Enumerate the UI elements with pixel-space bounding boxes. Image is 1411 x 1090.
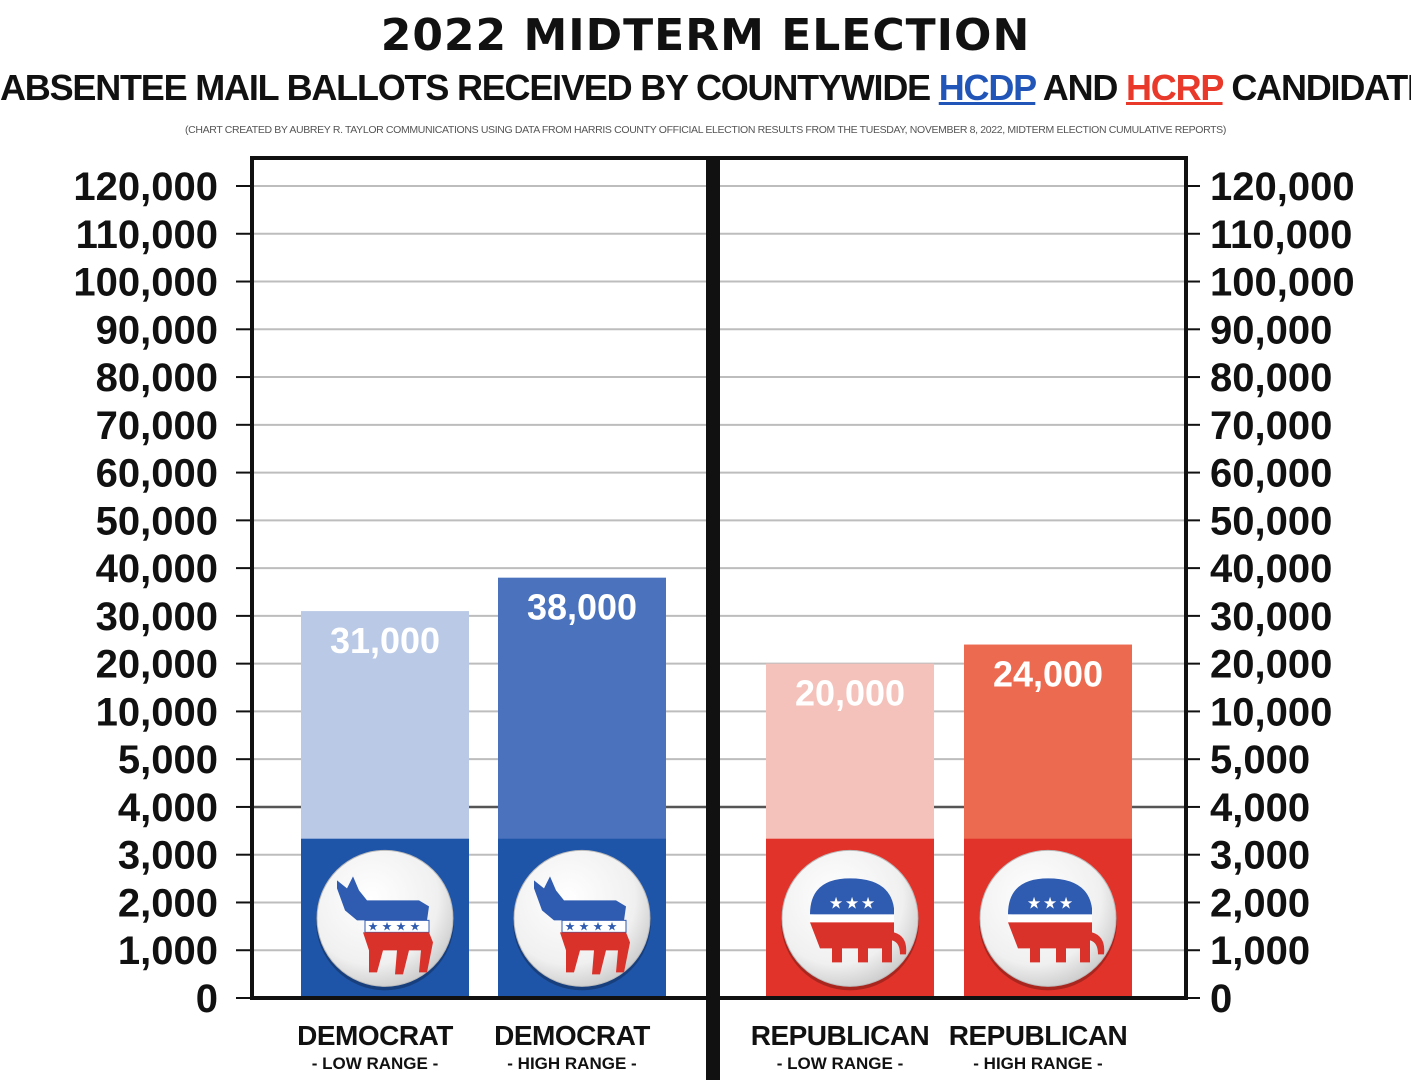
- category-sublabel: - HIGH RANGE -: [973, 1054, 1102, 1073]
- y-tick-label-left: 50,000: [96, 499, 218, 543]
- y-tick-label-left: 80,000: [96, 356, 218, 400]
- hcrp-label: HCRP: [1125, 67, 1224, 108]
- elephant-stripe-white: [810, 914, 894, 923]
- y-tick-label-left: 30,000: [96, 595, 218, 639]
- donkey-body-top: [337, 876, 429, 921]
- star-icon: ★: [565, 919, 576, 933]
- bar-value-label: 24,000: [993, 654, 1103, 695]
- y-tick-label-left: 10,000: [96, 690, 218, 734]
- y-tick-label-right: 30,000: [1210, 595, 1332, 639]
- elephant-back: [1008, 878, 1092, 917]
- star-icon: ★: [579, 919, 590, 933]
- category-label: DEMOCRAT: [494, 1020, 650, 1051]
- star-icon: ★: [396, 919, 407, 933]
- y-tick-label-left: 70,000: [96, 404, 218, 448]
- title-text-before: ABSENTEE MAIL BALLOTS RECEIVED BY COUNTY…: [0, 67, 939, 108]
- elephant-icon: ★ ★ ★: [781, 849, 919, 991]
- y-tick-label-right: 5,000: [1210, 738, 1310, 782]
- y-tick-label-right: 120,000: [1210, 165, 1355, 209]
- y-tick-label-right: 60,000: [1210, 452, 1332, 496]
- star-icon: ★: [607, 919, 618, 933]
- elephant-legs: [1008, 922, 1105, 963]
- y-tick-label-right: 0: [1210, 977, 1232, 1021]
- y-tick-label-right: 110,000: [1210, 213, 1352, 257]
- star-icon: ★: [368, 919, 379, 933]
- donkey-icon: ★ ★ ★ ★: [316, 849, 454, 991]
- category-sublabel: - LOW RANGE -: [312, 1054, 439, 1073]
- chart-title-line2: ABSENTEE MAIL BALLOTS RECEIVED BY COUNTY…: [0, 66, 1411, 110]
- bar-value-label: 31,000: [330, 620, 440, 661]
- category-sublabel: - HIGH RANGE -: [507, 1054, 636, 1073]
- y-tick-label-right: 40,000: [1210, 547, 1332, 591]
- y-tick-label-left: 20,000: [96, 643, 218, 687]
- elephant-icon: ★ ★ ★: [979, 849, 1117, 991]
- y-tick-label-left: 120,000: [73, 165, 218, 209]
- category-sublabel: - LOW RANGE -: [777, 1054, 904, 1073]
- y-tick-label-left: 3,000: [118, 834, 218, 878]
- star-icon: ★: [861, 893, 875, 912]
- star-icon: ★: [1059, 893, 1073, 912]
- y-tick-label-left: 90,000: [96, 308, 218, 352]
- y-tick-label-left: 110,000: [76, 213, 218, 257]
- y-tick-label-right: 80,000: [1210, 356, 1332, 400]
- title-text-after: CANDIDATES: [1231, 67, 1411, 108]
- elephant-stripe-white: [1008, 914, 1092, 923]
- y-tick-label-right: 1,000: [1210, 929, 1310, 973]
- donkey-legs: [363, 932, 433, 975]
- y-tick-label-left: 40,000: [96, 547, 218, 591]
- y-tick-label-right: 3,000: [1210, 834, 1310, 878]
- chart-frame: [250, 156, 1188, 1080]
- bars: 31,000★ ★ ★ ★38,000★ ★ ★ ★20,000★ ★ ★24,000★ ★ ★: [301, 577, 1132, 998]
- star-icon: ★: [1027, 893, 1041, 912]
- y-tick-label-left: 1,000: [118, 929, 218, 973]
- category-label: REPUBLICAN: [949, 1020, 1128, 1051]
- y-tick-label-right: 4,000: [1210, 786, 1310, 830]
- y-tick-label-left: 60,000: [96, 452, 218, 496]
- y-tick-label-right: 2,000: [1210, 881, 1310, 925]
- elephant-legs: [810, 922, 907, 963]
- y-tick-label-left: 0: [196, 977, 218, 1021]
- star-icon: ★: [829, 893, 843, 912]
- y-tick-label-right: 20,000: [1210, 643, 1332, 687]
- donkey-icon: ★ ★ ★ ★: [513, 849, 651, 991]
- hcdp-label: HCDP: [938, 67, 1037, 108]
- y-tick-label-left: 2,000: [118, 881, 218, 925]
- donkey-legs: [560, 932, 630, 975]
- chart-subtitle: (CHART CREATED BY AUBREY R. TAYLOR COMMU…: [185, 124, 1226, 136]
- y-tick-label-left: 100,000: [73, 261, 218, 305]
- star-icon: ★: [382, 919, 393, 933]
- star-icon: ★: [1043, 893, 1057, 912]
- y-tick-label-right: 70,000: [1210, 404, 1332, 448]
- donkey-body-top: [534, 876, 626, 921]
- y-tick-label-right: 50,000: [1210, 499, 1332, 543]
- y-tick-label-left: 5,000: [118, 738, 218, 782]
- star-icon: ★: [845, 893, 859, 912]
- title-text-middle: AND: [1035, 67, 1126, 108]
- star-icon: ★: [593, 919, 604, 933]
- y-tick-label-left: 4,000: [118, 786, 218, 830]
- elephant-back: [810, 878, 894, 917]
- category-labels: DEMOCRAT - LOW RANGE - DEMOCRAT - HIGH RANG…: [297, 1020, 1128, 1073]
- bar-value-label: 38,000: [527, 587, 637, 628]
- y-tick-label-right: 90,000: [1210, 308, 1332, 352]
- bar-value-label: 20,000: [795, 673, 905, 714]
- y-tick-label-right: 100,000: [1210, 261, 1355, 305]
- y-tick-label-right: 10,000: [1210, 690, 1332, 734]
- star-icon: ★: [410, 919, 421, 933]
- chart-title: 2022 MIDTERM ELECTION: [380, 10, 1031, 61]
- category-label: DEMOCRAT: [297, 1020, 453, 1051]
- category-label: REPUBLICAN: [751, 1020, 930, 1051]
